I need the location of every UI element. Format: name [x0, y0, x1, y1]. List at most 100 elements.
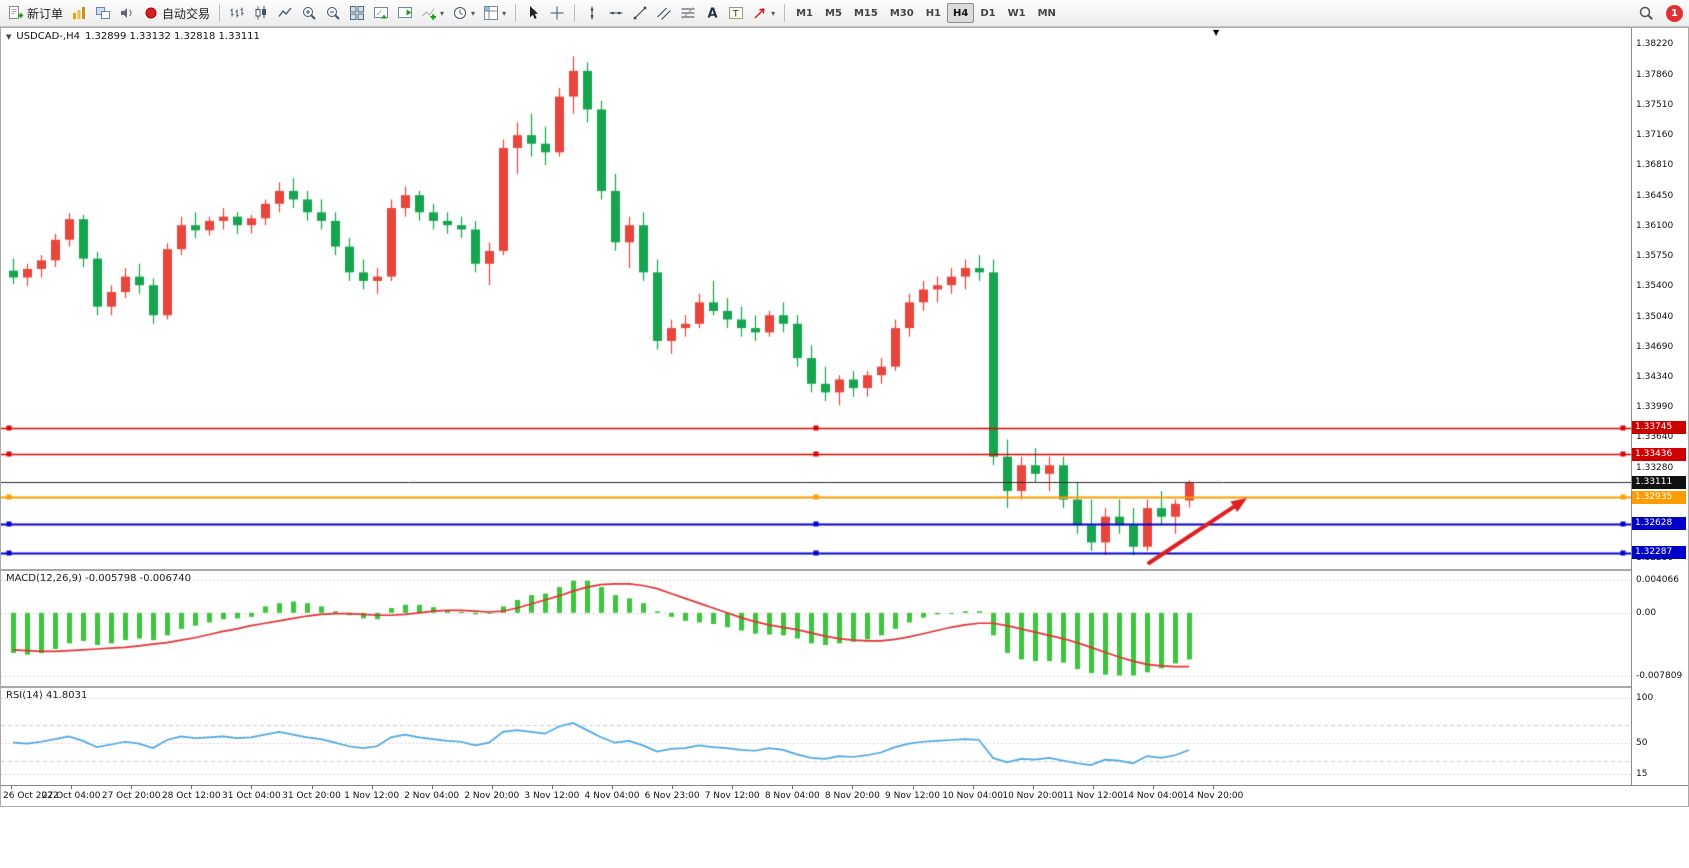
time-axis-label: 8 Nov 04:00: [764, 791, 820, 801]
tile-windows-button[interactable]: [345, 2, 369, 24]
price-chart-canvas[interactable]: [1, 28, 1631, 569]
time-axis-label: 3 Nov 12:00: [524, 791, 580, 801]
macd-canvas[interactable]: [1, 571, 1631, 686]
trendline-icon: [632, 5, 648, 21]
zoom-in-button[interactable]: [297, 2, 321, 24]
profiles-button[interactable]: [91, 2, 115, 24]
arrows-button[interactable]: ▾: [748, 2, 779, 24]
candle-chart-button[interactable]: [249, 2, 273, 24]
toolbar-separator: [574, 4, 576, 22]
time-axis-tick: [431, 786, 433, 789]
price-axis-label: 1.35750: [1636, 251, 1674, 262]
cursor-button[interactable]: [521, 2, 545, 24]
chart-ohlc-values: 1.32899 1.33132 1.32818 1.33111: [84, 31, 260, 42]
time-axis[interactable]: 26 Oct 2022 27 Oct 04:00 27 Oct 20:00 28 Oc…: [1, 785, 1688, 806]
indicators-icon: [421, 5, 437, 21]
current-price-tag: 1.33111: [1632, 475, 1686, 489]
periods-button[interactable]: ▾: [448, 2, 479, 24]
new-chart-icon: [71, 5, 87, 21]
horizontal-line-button[interactable]: [604, 2, 628, 24]
time-axis-tick: [11, 786, 12, 789]
chart-shift-icon: [397, 5, 413, 21]
price-axis-label: 1.37160: [1636, 130, 1674, 141]
auto-scroll-button[interactable]: [369, 2, 393, 24]
line-chart-icon: [277, 5, 293, 21]
price-axis-border: [1631, 28, 1632, 785]
time-axis-label: 2 Nov 20:00: [464, 791, 520, 801]
fibonacci-icon: [680, 5, 696, 21]
time-axis-label: 10 Nov 04:00: [942, 791, 1003, 801]
chart-window: 1.38220 1.37860 1.37510 1.37160 1.36810 1.364…: [0, 27, 1689, 807]
rsi-canvas[interactable]: [1, 688, 1631, 783]
text-button[interactable]: A: [700, 2, 724, 24]
toolbar-right-cluster: 1: [1634, 2, 1683, 24]
notifications-badge[interactable]: 1: [1666, 4, 1683, 22]
timeframe-button-m30[interactable]: M30: [884, 3, 920, 23]
line-chart-button[interactable]: [273, 2, 297, 24]
svg-text:A: A: [708, 7, 718, 22]
crosshair-button[interactable]: [545, 2, 569, 24]
new-chart-button[interactable]: [67, 2, 91, 24]
zoom-in-icon: [301, 5, 317, 21]
autotrading-icon: [143, 5, 159, 21]
chart-shift-marker[interactable]: ▼: [1213, 28, 1220, 37]
time-axis-label: 4 Nov 04:00: [584, 791, 640, 801]
price-axis-label: 1.34690: [1636, 341, 1674, 352]
templates-button[interactable]: ▾: [479, 2, 510, 24]
panel-separator[interactable]: [1, 569, 1688, 571]
timeframe-button-w1[interactable]: W1: [1002, 3, 1032, 23]
price-axis-label: 1.34340: [1636, 371, 1674, 382]
time-axis-label: 28 Oct 12:00: [161, 791, 221, 801]
text-label-button[interactable]: T: [724, 2, 748, 24]
fibonacci-button[interactable]: [676, 2, 700, 24]
search-button[interactable]: [1634, 2, 1658, 24]
time-axis-tick: [792, 786, 794, 789]
timeframe-button-d1[interactable]: D1: [974, 3, 1001, 23]
candle-chart-icon: [253, 5, 269, 21]
indicators-button[interactable]: ▾: [417, 2, 448, 24]
zoom-out-button[interactable]: [321, 2, 345, 24]
sound-icon: [119, 5, 135, 21]
new-order-icon: [8, 5, 24, 21]
crosshair-icon: [549, 5, 565, 21]
time-axis-label: 8 Nov 20:00: [824, 791, 880, 801]
time-axis-tick: [1152, 786, 1154, 789]
channel-button[interactable]: [652, 2, 676, 24]
autotrading-button[interactable]: 自动交易: [139, 2, 214, 24]
timeframe-button-m5[interactable]: M5: [819, 3, 848, 23]
price-axis[interactable]: 1.38220 1.37860 1.37510 1.37160 1.36810 1.364…: [1632, 28, 1688, 785]
time-axis-tick: [191, 786, 193, 789]
caret-down-icon: ▾: [771, 8, 776, 18]
arrows-icon: [752, 5, 768, 21]
panel-separator[interactable]: [1, 686, 1688, 688]
hline-price-tag: 1.32628: [1632, 517, 1686, 531]
price-axis-label: 1.36450: [1636, 191, 1674, 202]
time-axis-label: 14 Nov 20:00: [1182, 791, 1244, 801]
timeframe-button-mn[interactable]: MN: [1032, 3, 1062, 23]
cursor-icon: [525, 5, 541, 21]
text-icon: A: [704, 5, 720, 22]
time-axis-label: 10 Nov 20:00: [1002, 791, 1064, 801]
bar-chart-button[interactable]: [225, 2, 249, 24]
one-click-trading-toggle-icon[interactable]: ▼: [6, 32, 12, 41]
timeframe-button-h4[interactable]: H4: [947, 3, 975, 23]
zoom-out-icon: [325, 5, 341, 21]
price-axis-label: 1.37860: [1636, 70, 1674, 81]
rsi-axis-label: 100: [1636, 692, 1654, 703]
time-axis-tick: [1092, 786, 1094, 789]
new-order-button[interactable]: 新订单: [4, 2, 67, 24]
auto-scroll-icon: [373, 5, 389, 21]
vertical-line-button[interactable]: [580, 2, 604, 24]
time-axis-label: 27 Oct 20:00: [101, 791, 161, 801]
price-axis-label: 1.37510: [1636, 100, 1674, 111]
hline-price-tag: 1.32935: [1632, 490, 1686, 504]
macd-axis-label: 0.004066: [1636, 575, 1679, 586]
trendline-button[interactable]: [628, 2, 652, 24]
timeframe-button-m1[interactable]: M1: [790, 3, 819, 23]
timeframe-button-m15[interactable]: M15: [848, 3, 884, 23]
chart-shift-button[interactable]: [393, 2, 417, 24]
sound-button[interactable]: [115, 2, 139, 24]
timeframe-button-h1[interactable]: H1: [920, 3, 947, 23]
profiles-icon: [95, 5, 111, 21]
vline-icon: [584, 5, 600, 21]
